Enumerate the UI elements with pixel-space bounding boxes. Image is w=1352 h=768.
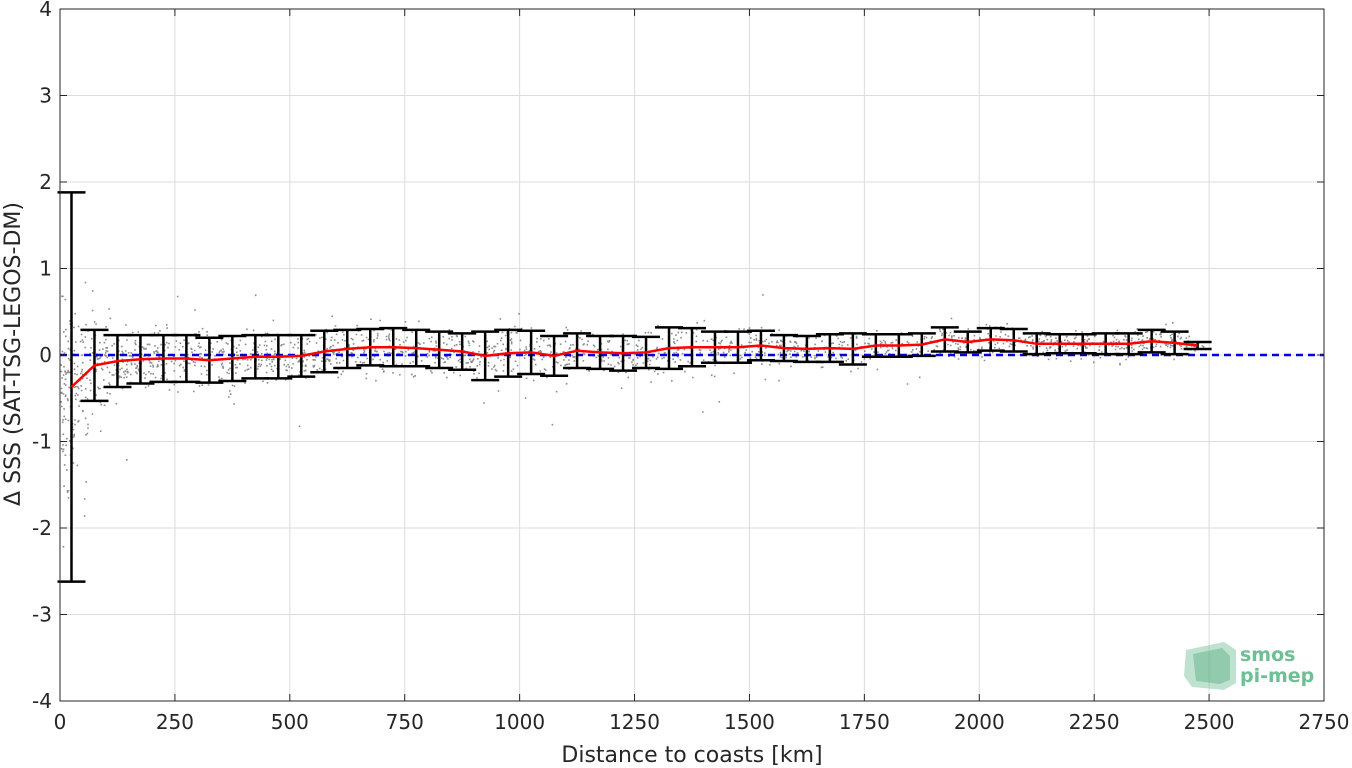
y-tick-label: -1 [32, 430, 52, 454]
scatter-cloud [60, 281, 1205, 554]
y-tick-label: -3 [32, 603, 52, 627]
x-axis-label: Distance to coasts [km] [561, 743, 822, 768]
x-tick-label: 0 [54, 710, 67, 734]
y-tick-label: 0 [39, 343, 52, 367]
y-tick-label: -2 [32, 516, 52, 540]
logo-shape-inner [1193, 648, 1230, 684]
y-tick-label: -4 [32, 689, 52, 713]
x-tick-label: 2500 [1184, 710, 1235, 734]
x-tick-label: 1500 [724, 710, 775, 734]
axis-ticks: 0 250 500 750 1000 1250 1500 1750 2000 2250 2500 27… [32, 0, 1349, 734]
x-tick-label: 500 [271, 710, 309, 734]
scatter-points [60, 281, 1205, 554]
x-tick-label: 2750 [1299, 710, 1350, 734]
mean-line [70, 338, 1198, 388]
x-tick-label: 1000 [494, 710, 545, 734]
y-tick-label: 3 [39, 84, 52, 108]
logo-line-1: smos [1240, 644, 1295, 666]
logo-shape [1184, 642, 1236, 690]
x-tick-label: 250 [156, 710, 194, 734]
y-tick-label: 1 [39, 257, 52, 281]
smos-pimep-logo: smos pi-mep [1184, 642, 1314, 690]
error-bars [57, 191, 1212, 583]
x-tick-label: 750 [386, 710, 424, 734]
y-tick-label: 2 [39, 170, 52, 194]
x-tick-label: 2000 [954, 710, 1005, 734]
x-tick-label: 1750 [839, 710, 890, 734]
x-tick-label: 2250 [1069, 710, 1120, 734]
logo-line-2: pi-mep [1240, 665, 1314, 687]
y-tick-label: 4 [39, 0, 52, 21]
y-axis-label: Δ SSS (SAT-TSG-LEGOS-DM) [1, 202, 26, 506]
x-tick-label: 1250 [609, 710, 660, 734]
